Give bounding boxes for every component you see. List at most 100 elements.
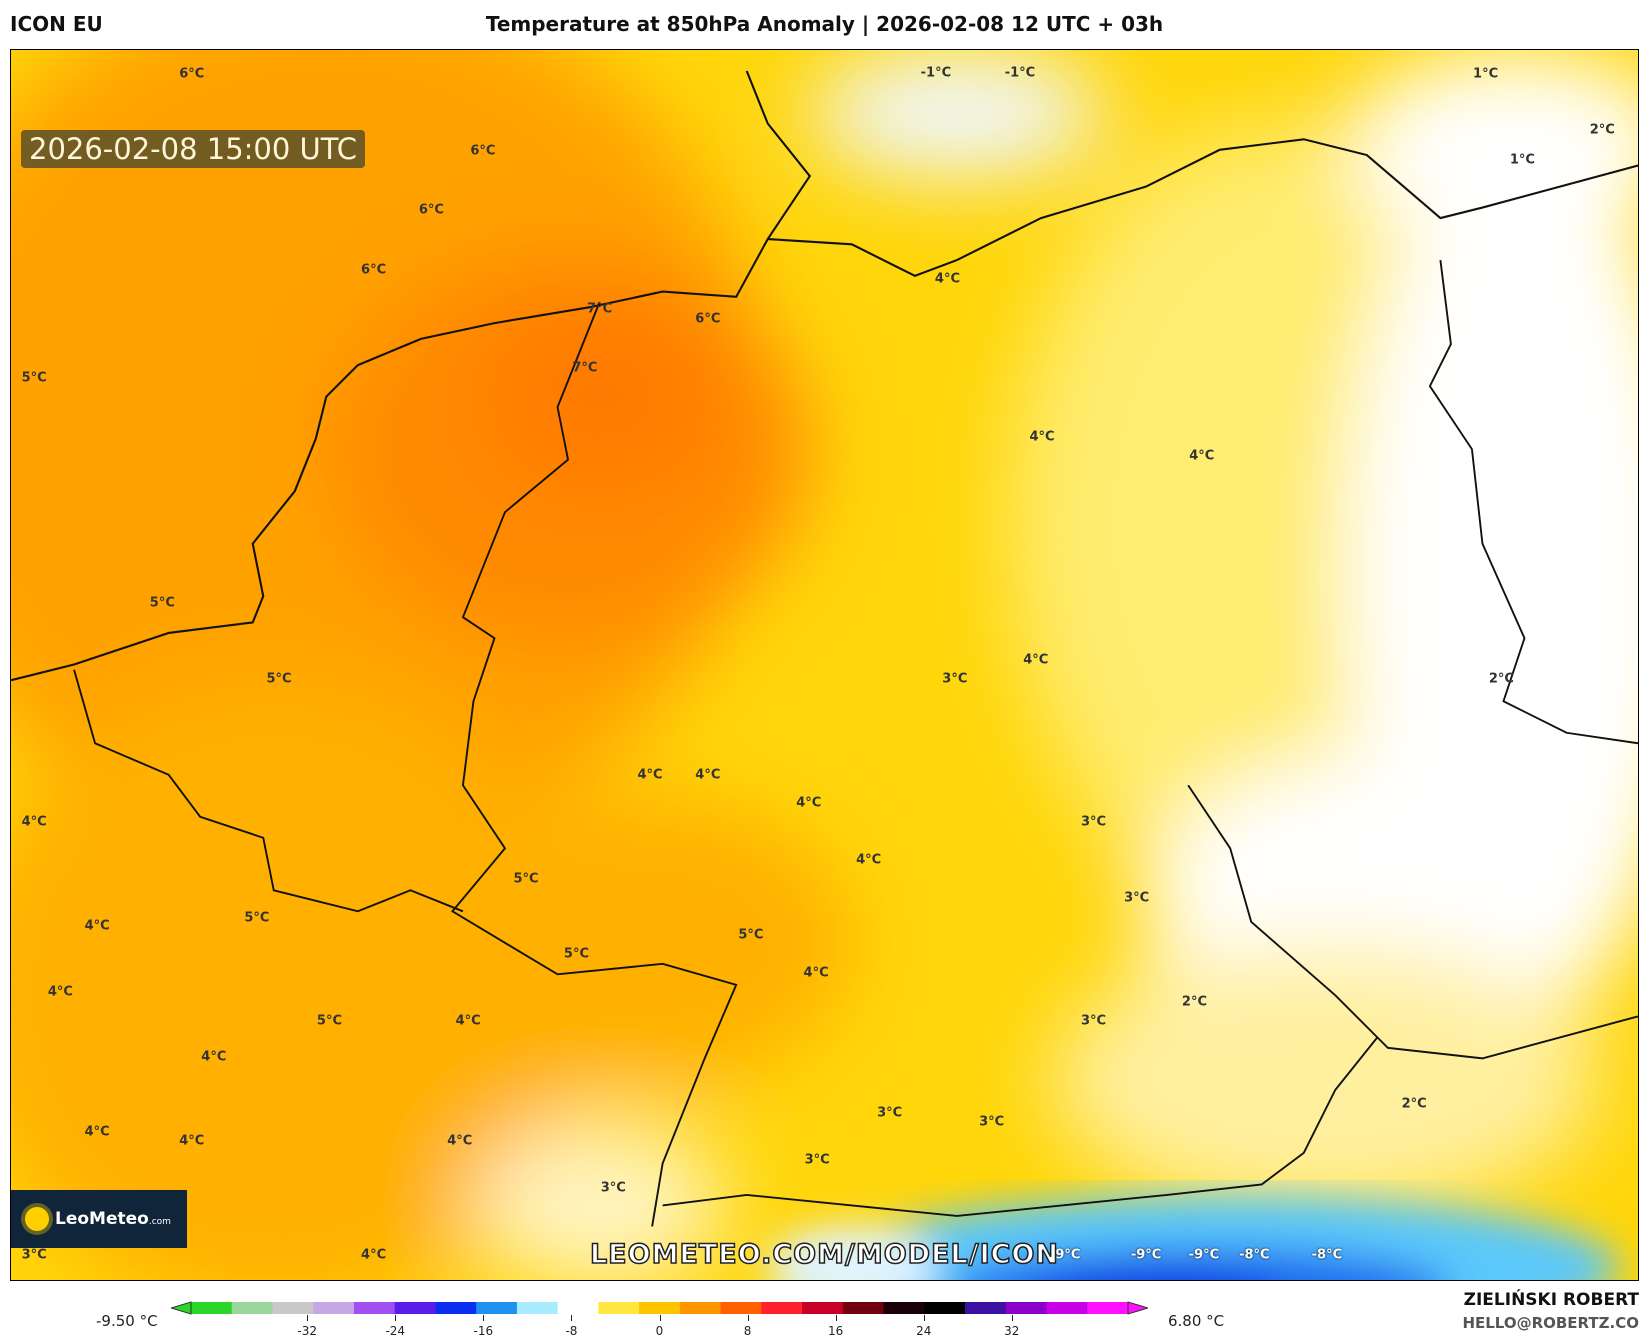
- contour-label: 5°C: [21, 370, 47, 386]
- contour-label: 2°C: [1488, 671, 1514, 687]
- author-name: ZIELIŃSKI ROBERT: [1463, 1290, 1639, 1310]
- contour-label: 2°C: [1589, 122, 1615, 138]
- colorbar-segment: [272, 1302, 314, 1314]
- colorbar-segment: [557, 1302, 599, 1314]
- colorbar-tick: [747, 1315, 749, 1321]
- contour-label: 6°C: [695, 311, 721, 327]
- weather-map[interactable]: 2026-02-08 15:00 UTC 6°C 6°C 6°C 6°C 7°C 6°C 7…: [10, 49, 1639, 1281]
- contour-label: 4°C: [1023, 652, 1049, 668]
- contour-label: -9°C: [1188, 1247, 1220, 1263]
- colorbar-extend-arrow: [1127, 1301, 1148, 1315]
- colorbar-segment: [883, 1302, 925, 1314]
- colorbar-segment: [435, 1302, 477, 1314]
- contour-label: 4°C: [84, 1124, 110, 1140]
- colorbar-segment: [761, 1302, 803, 1314]
- colorbar-tick: [571, 1315, 573, 1321]
- author-email: HELLO@ROBERTZ.CO: [1462, 1314, 1639, 1332]
- contour-label: 3°C: [21, 1247, 47, 1263]
- contour-label: 4°C: [361, 1247, 387, 1263]
- colorbar-tick: [923, 1315, 925, 1321]
- colorbar-tick-label: 32: [1004, 1324, 1020, 1338]
- contour-label: 3°C: [600, 1180, 626, 1196]
- contour-label: 3°C: [1124, 890, 1150, 906]
- colorbar-segment: [598, 1302, 640, 1314]
- colorbar-segment: [720, 1302, 762, 1314]
- colorbar-max-label: 6.80 °C: [1168, 1312, 1225, 1330]
- colorbar-segment: [191, 1302, 233, 1314]
- contour-label: 5°C: [563, 946, 589, 962]
- contour-label: 4°C: [1189, 448, 1215, 464]
- colorbar-segment: [802, 1302, 844, 1314]
- contour-label: -9°C: [1049, 1247, 1081, 1263]
- logo-text: LeoMeteo.com: [55, 1209, 171, 1229]
- colorbar-segment: [476, 1302, 518, 1314]
- colorbar-segment: [1046, 1302, 1088, 1314]
- colorbar-segment: [394, 1302, 436, 1314]
- colorbar-segment: [1005, 1302, 1048, 1314]
- contour-label: 5°C: [316, 1013, 342, 1029]
- colorbar-tick-label: -32: [297, 1324, 317, 1338]
- contour-label: 4°C: [455, 1013, 481, 1029]
- contour-label: 5°C: [738, 927, 764, 943]
- colorbar-tick-label: 0: [655, 1324, 664, 1338]
- contour-label: 4°C: [637, 767, 663, 783]
- colorbar-segment: [639, 1302, 681, 1314]
- valid-time-badge: 2026-02-08 15:00 UTC: [21, 130, 366, 168]
- colorbar-segment: [965, 1302, 1007, 1314]
- contour-label: 3°C: [979, 1114, 1005, 1130]
- contour-label: 6°C: [470, 143, 496, 159]
- colorbar-tick-label: -16: [473, 1324, 494, 1338]
- contour-label: 4°C: [179, 1133, 205, 1149]
- contour-label: 1°C: [1473, 66, 1499, 82]
- contour-label: 6°C: [179, 66, 205, 82]
- model-name: ICON EU: [10, 12, 103, 36]
- colorbar-tick-label: -24: [385, 1324, 406, 1338]
- contour-label: 5°C: [266, 671, 292, 687]
- colorbar-segment: [353, 1302, 396, 1314]
- contour-label: 4°C: [21, 814, 47, 830]
- colorbar-tick-label: 24: [916, 1324, 932, 1338]
- contour-label: 4°C: [201, 1049, 227, 1065]
- colorbar-tick-label: 8: [743, 1324, 752, 1338]
- contour-label: -9°C: [1130, 1247, 1162, 1263]
- contour-label: 3°C: [804, 1152, 830, 1168]
- colorbar-segment: [842, 1302, 885, 1314]
- colorbar-tick: [483, 1315, 485, 1321]
- colorbar-tick: [835, 1315, 837, 1321]
- contour-label: 4°C: [803, 965, 829, 981]
- colorbar-segment: [1087, 1302, 1129, 1314]
- leometeo-logo[interactable]: LeoMeteo.com: [11, 1190, 187, 1248]
- contour-label: 7°C: [572, 360, 598, 376]
- colorbar-tick: [1011, 1315, 1013, 1321]
- colorbar-segment: [516, 1302, 559, 1314]
- contour-label: 3°C: [942, 671, 968, 687]
- contour-label: -1°C: [920, 65, 952, 81]
- contour-label: 4°C: [695, 767, 721, 783]
- colorbar-segment: [924, 1302, 966, 1314]
- contour-label: 2°C: [1401, 1096, 1427, 1112]
- colorbar-tick: [395, 1315, 397, 1321]
- contour-label: 4°C: [447, 1133, 473, 1149]
- colorbar-extend-arrow: [171, 1301, 192, 1315]
- contour-label: 5°C: [149, 595, 175, 610]
- colorbar-tick-label: 16: [828, 1324, 844, 1338]
- colorbar-segment: [313, 1302, 355, 1314]
- contour-label: 4°C: [934, 271, 961, 287]
- contour-label: 4°C: [84, 918, 110, 934]
- colorbar-tick: [659, 1315, 661, 1321]
- sun-icon: [25, 1207, 49, 1231]
- contour-label: 6°C: [418, 202, 444, 218]
- chart-title: Temperature at 850hPa Anomaly | 2026-02-…: [485, 12, 1164, 36]
- contour-label: 3°C: [1081, 814, 1107, 830]
- colorbar-min-label: -9.50 °C: [96, 1312, 158, 1330]
- contour-label: 3°C: [877, 1105, 903, 1121]
- watermark: LEOMETEO.COM/MODEL/ICON: [589, 1238, 1060, 1271]
- contour-label: 4°C: [856, 852, 882, 868]
- contour-label: 5°C: [513, 871, 539, 887]
- contour-label: 6°C: [361, 262, 387, 278]
- colorbar-segment: [679, 1302, 722, 1314]
- contour-label: 4°C: [796, 795, 822, 811]
- contour-label: 4°C: [1029, 429, 1055, 445]
- colorbar-tick-label: -8: [565, 1324, 578, 1338]
- contour-label: -8°C: [1239, 1247, 1270, 1263]
